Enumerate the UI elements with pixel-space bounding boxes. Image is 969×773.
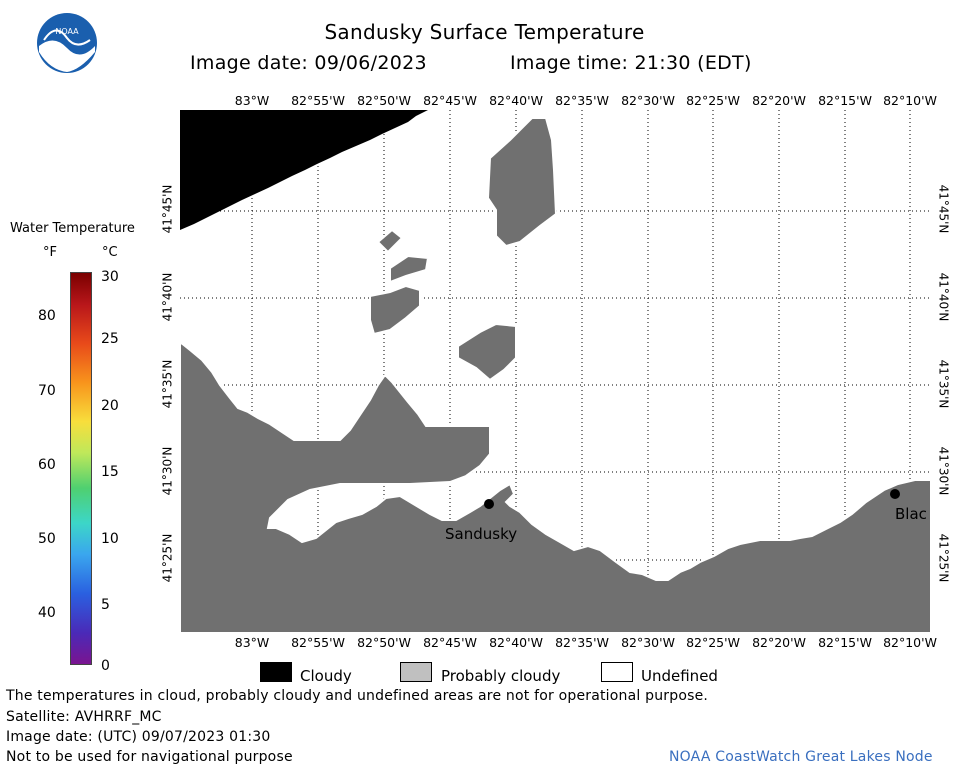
lon-label-top: 82°55'W: [291, 93, 345, 108]
lon-label-top: 82°25'W: [686, 93, 740, 108]
image-date: Image date: 09/06/2023: [190, 52, 427, 74]
colorbar: [70, 272, 92, 665]
f-tick: 60: [38, 457, 56, 473]
mainland: [180, 340, 931, 633]
lat-label-right: 41°25'N: [936, 533, 951, 583]
satellite-text: Satellite: AVHRRF_MC: [6, 709, 162, 725]
cloudy-region: [180, 110, 428, 230]
lat-label-left: 41°30'N: [160, 446, 175, 496]
lon-label-top: 82°35'W: [555, 93, 609, 108]
lon-label-bottom: 82°25'W: [686, 635, 740, 650]
place-label-blac: Blac: [895, 505, 927, 523]
f-tick: 40: [38, 605, 56, 621]
colorbar-unit-c: °C: [102, 245, 118, 260]
c-tick: 5: [101, 597, 110, 613]
lat-label-left: 41°35'N: [160, 359, 175, 409]
lon-label-bottom: 82°20'W: [752, 635, 806, 650]
lat-label-left: 41°25'N: [160, 533, 175, 583]
lon-label-bottom: 82°55'W: [291, 635, 345, 650]
blac-marker: [890, 489, 900, 499]
lon-label-top: 82°30'W: [621, 93, 675, 108]
noaa-logo: NOAA: [36, 12, 98, 74]
lat-label-left: 41°45'N: [160, 184, 175, 234]
place-label-sandusky: Sandusky: [445, 525, 518, 543]
lon-label-top: 82°40'W: [489, 93, 543, 108]
image-time: Image time: 21:30 (EDT): [510, 52, 752, 74]
map-title: Sandusky Surface Temperature: [324, 20, 645, 44]
c-tick: 20: [101, 398, 119, 414]
lon-label-bottom: 83°W: [234, 635, 270, 650]
lat-label-left: 41°40'N: [160, 272, 175, 322]
lat-label-right: 41°30'N: [936, 446, 951, 496]
map-canvas: [180, 110, 931, 633]
legend-label-undefined: Undefined: [641, 667, 718, 685]
lon-label-top: 82°45'W: [423, 93, 477, 108]
image-date-utc: Image date: (UTC) 09/07/2023 01:30: [6, 729, 271, 745]
legend-swatch-undefined: [601, 662, 633, 682]
lon-label-bottom: 82°30'W: [621, 635, 675, 650]
lon-label-bottom: 82°10'W: [883, 635, 937, 650]
lon-label-top: 82°10'W: [883, 93, 937, 108]
lat-label-right: 41°45'N: [936, 184, 951, 234]
disclaimer-text: The temperatures in cloud, probably clou…: [6, 688, 709, 704]
legend-label-cloudy: Cloudy: [300, 667, 352, 685]
colorbar-unit-f: °F: [43, 245, 57, 260]
lon-label-top: 82°15'W: [818, 93, 872, 108]
c-tick: 30: [101, 269, 119, 285]
lon-label-top: 83°W: [234, 93, 270, 108]
island-north: [486, 117, 558, 248]
colorbar-title: Water Temperature: [10, 221, 135, 236]
lon-label-bottom: 82°50'W: [357, 635, 411, 650]
nav-warning: Not to be used for navigational purpose: [6, 749, 293, 765]
lon-label-bottom: 82°35'W: [555, 635, 609, 650]
island-small-4: [457, 322, 517, 382]
c-tick: 10: [101, 531, 119, 547]
f-tick: 70: [38, 383, 56, 399]
lon-label-top: 82°20'W: [752, 93, 806, 108]
lat-label-right: 41°40'N: [936, 272, 951, 322]
lon-label-bottom: 82°40'W: [489, 635, 543, 650]
legend-swatch-probably-cloudy: [400, 662, 432, 682]
legend-swatch-cloudy: [260, 662, 292, 682]
lon-label-bottom: 82°45'W: [423, 635, 477, 650]
island-small-1: [376, 228, 404, 254]
lon-label-bottom: 82°15'W: [818, 635, 872, 650]
legend-label-probably-cloudy: Probably cloudy: [441, 667, 561, 685]
c-tick: 0: [101, 658, 110, 674]
credit-text: NOAA CoastWatch Great Lakes Node: [669, 749, 933, 765]
lon-label-top: 82°50'W: [357, 93, 411, 108]
f-tick: 50: [38, 531, 56, 547]
sandusky-marker: [484, 499, 494, 509]
c-tick: 15: [101, 464, 119, 480]
lat-label-right: 41°35'N: [936, 359, 951, 409]
c-tick: 25: [101, 331, 119, 347]
f-tick: 80: [38, 308, 56, 324]
island-small-3: [369, 284, 421, 336]
noaa-logo-icon: NOAA: [37, 13, 97, 73]
island-small-2: [389, 254, 430, 284]
logo-text: NOAA: [55, 27, 79, 36]
